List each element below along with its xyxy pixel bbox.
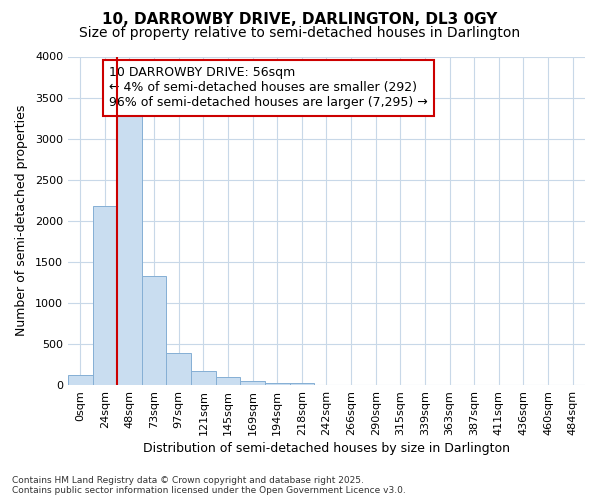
Bar	[215, 377, 240, 385]
Bar	[142, 276, 166, 385]
Bar	[166, 353, 191, 385]
Bar	[92, 206, 117, 385]
Text: 10, DARROWBY DRIVE, DARLINGTON, DL3 0GY: 10, DARROWBY DRIVE, DARLINGTON, DL3 0GY	[103, 12, 497, 28]
X-axis label: Distribution of semi-detached houses by size in Darlington: Distribution of semi-detached houses by …	[143, 442, 510, 455]
Bar	[68, 375, 92, 385]
Text: Size of property relative to semi-detached houses in Darlington: Size of property relative to semi-detach…	[79, 26, 521, 40]
Bar	[191, 371, 215, 385]
Bar	[290, 384, 314, 385]
Bar	[240, 380, 265, 385]
Bar	[265, 382, 290, 385]
Text: Contains HM Land Registry data © Crown copyright and database right 2025.
Contai: Contains HM Land Registry data © Crown c…	[12, 476, 406, 495]
Bar	[117, 116, 142, 385]
Text: 10 DARROWBY DRIVE: 56sqm
← 4% of semi-detached houses are smaller (292)
96% of s: 10 DARROWBY DRIVE: 56sqm ← 4% of semi-de…	[109, 66, 428, 110]
Y-axis label: Number of semi-detached properties: Number of semi-detached properties	[15, 105, 28, 336]
